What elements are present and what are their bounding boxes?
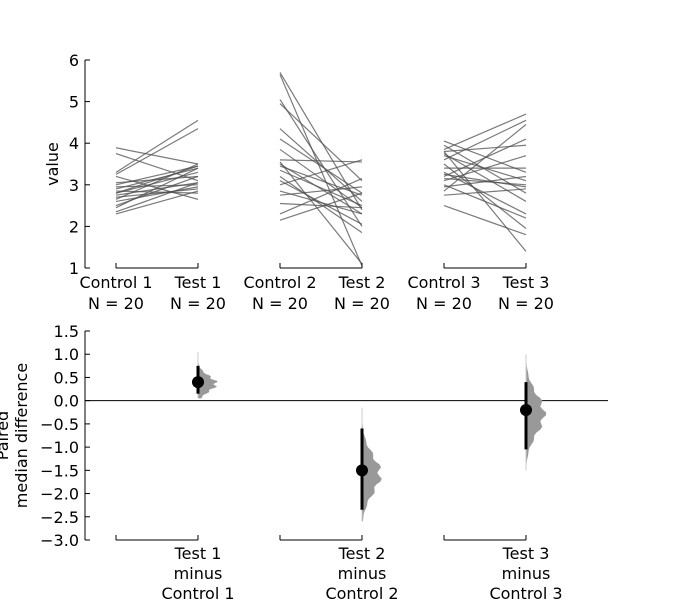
paired-line: [443, 119, 527, 161]
y-tick-label: −1.5: [40, 461, 79, 480]
y-axis-label-line: Paired: [0, 411, 12, 460]
paired-line: [279, 74, 363, 267]
y-tick-label: 3: [69, 176, 79, 195]
x-tick-label: Control 1: [79, 273, 152, 292]
paired-line: [443, 113, 527, 150]
paired-line: [279, 163, 363, 215]
y-tick-label: 5: [69, 93, 79, 112]
paired-line: [443, 144, 527, 194]
paired-line: [443, 155, 527, 182]
paired-line: [279, 148, 363, 209]
sample-size-label: N = 20: [416, 294, 472, 313]
median-difference-point: [192, 376, 204, 389]
paired-line: [115, 128, 199, 175]
paired-line: [279, 169, 363, 207]
paired-line: [115, 190, 199, 194]
median-difference-point: [520, 403, 532, 416]
y-tick-label: 0.0: [54, 392, 79, 411]
sample-size-label: N = 20: [334, 294, 390, 313]
paired-line: [279, 161, 363, 265]
paired-line: [115, 163, 199, 200]
y-tick-label: −2.0: [40, 485, 79, 504]
paired-line: [115, 186, 199, 203]
y-axis-label: Pairedmedian difference: [0, 363, 31, 508]
paired-line: [279, 159, 363, 163]
paired-line: [279, 128, 363, 202]
paired-line: [443, 205, 527, 236]
y-tick-label: 1: [69, 259, 79, 278]
paired-line: [443, 153, 527, 202]
paired-line: [115, 190, 199, 215]
x-category-label: minus: [174, 564, 223, 583]
paired-line: [443, 175, 527, 188]
y-tick-label: 0.5: [54, 368, 79, 387]
x-category-label: Control 3: [489, 584, 562, 600]
paired-line: [279, 72, 363, 211]
paired-line: [279, 178, 363, 215]
paired-line: [443, 188, 527, 196]
sample-size-label: N = 20: [498, 294, 554, 313]
x-tick-label: Test 3: [502, 273, 550, 292]
paired-line: [443, 144, 527, 153]
sample-size-label: N = 20: [170, 294, 226, 313]
x-category-label: Control 2: [325, 584, 398, 600]
paired-line: [279, 202, 363, 209]
y-tick-label: −3.0: [40, 531, 79, 550]
x-category-label: Control 1: [161, 584, 234, 600]
y-axis-label: value: [43, 142, 62, 186]
paired-line: [279, 190, 363, 215]
paired-line: [115, 188, 199, 198]
paired-line: [115, 147, 199, 165]
median-difference-panel: −3.0 −2.5 −2.0 −1.5 −1.0 −0.5 0.0 0.5 1.0 1.5 Pair…: [0, 322, 608, 600]
paired-line: [279, 192, 363, 221]
y-axis-label-line: median difference: [12, 363, 31, 508]
x-category-label: Test 1: [174, 544, 222, 563]
sample-size-label: N = 20: [252, 294, 308, 313]
paired-line: [279, 159, 363, 186]
y-tick-label: 6: [69, 51, 79, 70]
x-category-label: minus: [502, 564, 551, 583]
paired-line: [443, 124, 527, 192]
x-tick-label: Test 1: [174, 273, 222, 292]
y-tick-label: −1.0: [40, 438, 79, 457]
y-tick-label: −0.5: [40, 415, 79, 434]
paired-line: [115, 167, 199, 209]
paired-line: [443, 184, 527, 219]
median-difference-point: [356, 464, 368, 477]
x-tick-label: Test 2: [338, 273, 386, 292]
y-tick-label: 4: [69, 134, 79, 153]
x-category-label: minus: [338, 564, 387, 583]
paired-line: [443, 140, 527, 173]
x-tick-label: Control 3: [407, 273, 480, 292]
x-tick-label: Control 2: [243, 273, 316, 292]
bootstrap-distribution: [198, 351, 218, 399]
x-category-label: Test 2: [338, 544, 386, 563]
pair-group-2: [279, 72, 363, 267]
paired-line: [279, 175, 363, 234]
paired-slopegraph-panel: 1 2 3 4 5 6 value Control 1 N = 20 Test 1 N = 20 Co…: [43, 51, 554, 313]
bootstrap-distribution: [362, 407, 382, 522]
bootstrap-distribution: [526, 354, 547, 471]
paired-line: [115, 167, 199, 190]
sample-size-label: N = 20: [88, 294, 144, 313]
paired-line: [115, 182, 199, 213]
paired-line: [115, 165, 199, 194]
paired-line: [279, 103, 363, 182]
y-tick-label: 1.5: [54, 322, 79, 341]
y-tick-label: −2.5: [40, 508, 79, 527]
paired-line: [279, 186, 363, 196]
paired-line: [443, 163, 527, 229]
paired-line: [279, 165, 363, 196]
pair-group-1: [115, 119, 199, 215]
y-tick-label: 2: [69, 217, 79, 236]
y-tick-label: 1.0: [54, 345, 79, 364]
x-category-label: Test 3: [502, 544, 550, 563]
paired-line: [115, 171, 199, 194]
pair-group-3: [443, 113, 527, 252]
paired-line: [115, 119, 199, 173]
paired-line: [115, 165, 199, 186]
